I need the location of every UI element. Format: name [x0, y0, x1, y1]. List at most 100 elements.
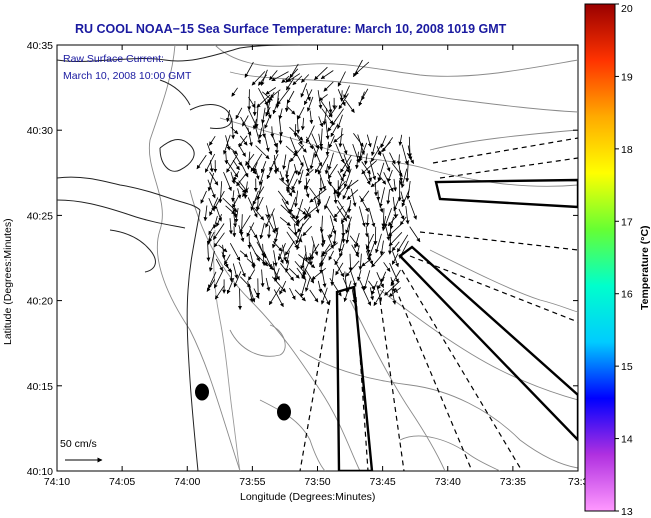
current-vector — [378, 187, 385, 208]
current-vector — [208, 250, 215, 272]
nearshore-contour — [213, 229, 241, 471]
figure-title: RU COOL NOAA−15 Sea Surface Temperature:… — [75, 22, 507, 36]
current-vector — [322, 108, 328, 126]
current-vector — [335, 143, 345, 164]
current-vector — [238, 261, 246, 278]
current-vector — [242, 115, 249, 127]
current-vector — [319, 128, 324, 148]
current-vector — [304, 186, 310, 198]
current-vector — [260, 160, 267, 174]
current-vector — [349, 268, 357, 287]
current-vector — [388, 287, 402, 297]
current-vector — [346, 189, 359, 200]
current-vector — [196, 154, 207, 170]
current-vector — [207, 179, 216, 199]
current-vector — [257, 74, 267, 86]
current-vector — [250, 153, 263, 172]
current-vector — [364, 225, 369, 238]
current-vector — [309, 289, 319, 303]
current-vector — [272, 241, 283, 252]
current-vector — [215, 206, 222, 222]
current-vector — [284, 261, 290, 273]
current-vector — [277, 243, 286, 261]
current-vector — [357, 269, 362, 281]
current-vector — [338, 128, 343, 148]
current-vector — [246, 258, 256, 267]
current-vector — [377, 276, 385, 290]
current-vector — [236, 172, 248, 187]
current-vector — [387, 169, 393, 183]
current-vector — [234, 207, 239, 223]
current-vector — [255, 145, 270, 160]
current-vector — [345, 260, 360, 277]
current-vector — [379, 240, 384, 256]
current-vector — [406, 152, 415, 164]
current-vector — [335, 262, 344, 276]
current-vector — [368, 241, 376, 258]
current-vector — [237, 143, 246, 157]
current-vector — [325, 204, 337, 223]
current-vector — [296, 134, 303, 145]
current-vector — [368, 280, 376, 290]
current-vector — [389, 216, 394, 230]
current-vector — [230, 126, 239, 135]
current-vector — [266, 205, 271, 219]
current-vector — [206, 143, 213, 156]
current-vector — [239, 250, 249, 258]
current-vector — [309, 188, 327, 203]
current-vector — [336, 114, 343, 130]
current-vector — [285, 250, 290, 265]
colorbar-gradient — [584, 3, 616, 512]
current-vector — [314, 163, 321, 174]
scale-label: 50 cm/s — [60, 438, 97, 450]
current-vector — [279, 170, 285, 182]
current-vector — [365, 233, 375, 250]
current-vector — [238, 135, 248, 148]
colorbar-tick-label: 13 — [621, 506, 633, 518]
current-vector — [231, 87, 238, 97]
x-tick-label: 74:05 — [109, 476, 135, 488]
current-vector — [370, 143, 383, 163]
current-vector — [307, 243, 320, 261]
current-vector — [272, 161, 279, 172]
current-vector — [320, 234, 325, 248]
current-vector — [381, 208, 386, 228]
current-vector — [297, 163, 304, 176]
current-vector — [391, 253, 399, 265]
current-vector — [358, 91, 365, 107]
current-vector — [319, 215, 324, 234]
surface-current-vectors — [196, 59, 421, 310]
current-vector — [247, 197, 258, 218]
current-vector — [200, 190, 207, 204]
current-vector — [296, 267, 306, 281]
current-vector — [208, 135, 216, 146]
current-vector — [267, 225, 272, 239]
current-vector — [237, 188, 242, 199]
current-vector — [274, 268, 280, 282]
current-vector — [226, 144, 238, 155]
current-vector — [284, 240, 295, 256]
y-tick-label: 40:15 — [27, 381, 53, 393]
current-vector — [274, 143, 279, 155]
current-vector — [320, 242, 338, 257]
current-vector — [265, 213, 276, 234]
current-vector — [254, 252, 269, 267]
current-vector — [228, 218, 233, 235]
colorbar-tick-label: 15 — [621, 361, 633, 373]
current-vector — [286, 231, 299, 249]
current-vector — [291, 178, 298, 191]
current-vector — [314, 146, 320, 158]
current-vector — [213, 232, 225, 248]
current-vector — [314, 66, 328, 80]
current-vector — [301, 74, 310, 83]
current-vector — [296, 115, 301, 134]
current-vector — [296, 216, 310, 233]
current-vector — [368, 207, 376, 228]
current-vector — [361, 286, 372, 306]
current-vector — [245, 153, 255, 166]
current-vector — [285, 170, 290, 184]
current-vector — [358, 206, 366, 227]
current-vector — [376, 190, 381, 201]
current-vector — [400, 191, 406, 204]
current-vector — [333, 259, 345, 278]
